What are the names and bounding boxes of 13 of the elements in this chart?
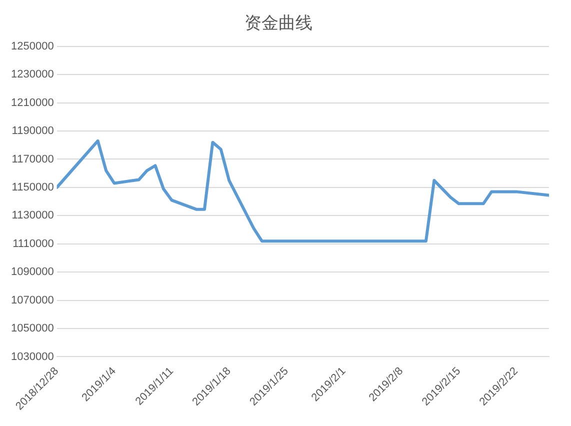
chart-title: 资金曲线 (244, 14, 312, 34)
y-tick-label: 1150000 (12, 181, 54, 194)
y-tick-label: 1030000 (10, 350, 54, 363)
y-tick-label: 1210000 (10, 96, 54, 109)
y-tick-label: 1090000 (10, 266, 54, 278)
y-tick-label: 1250000 (10, 40, 54, 52)
y-tick-label: 1050000 (10, 322, 54, 335)
y-tick-label: 1190000 (12, 125, 54, 138)
y-tick-label: 1170000 (12, 153, 54, 166)
y-tick-label: 1110000 (12, 238, 54, 250)
y-tick-label: 1230000 (10, 68, 54, 81)
y-tick-label: 1070000 (10, 294, 54, 306)
y-tick-label: 1130000 (12, 210, 54, 222)
